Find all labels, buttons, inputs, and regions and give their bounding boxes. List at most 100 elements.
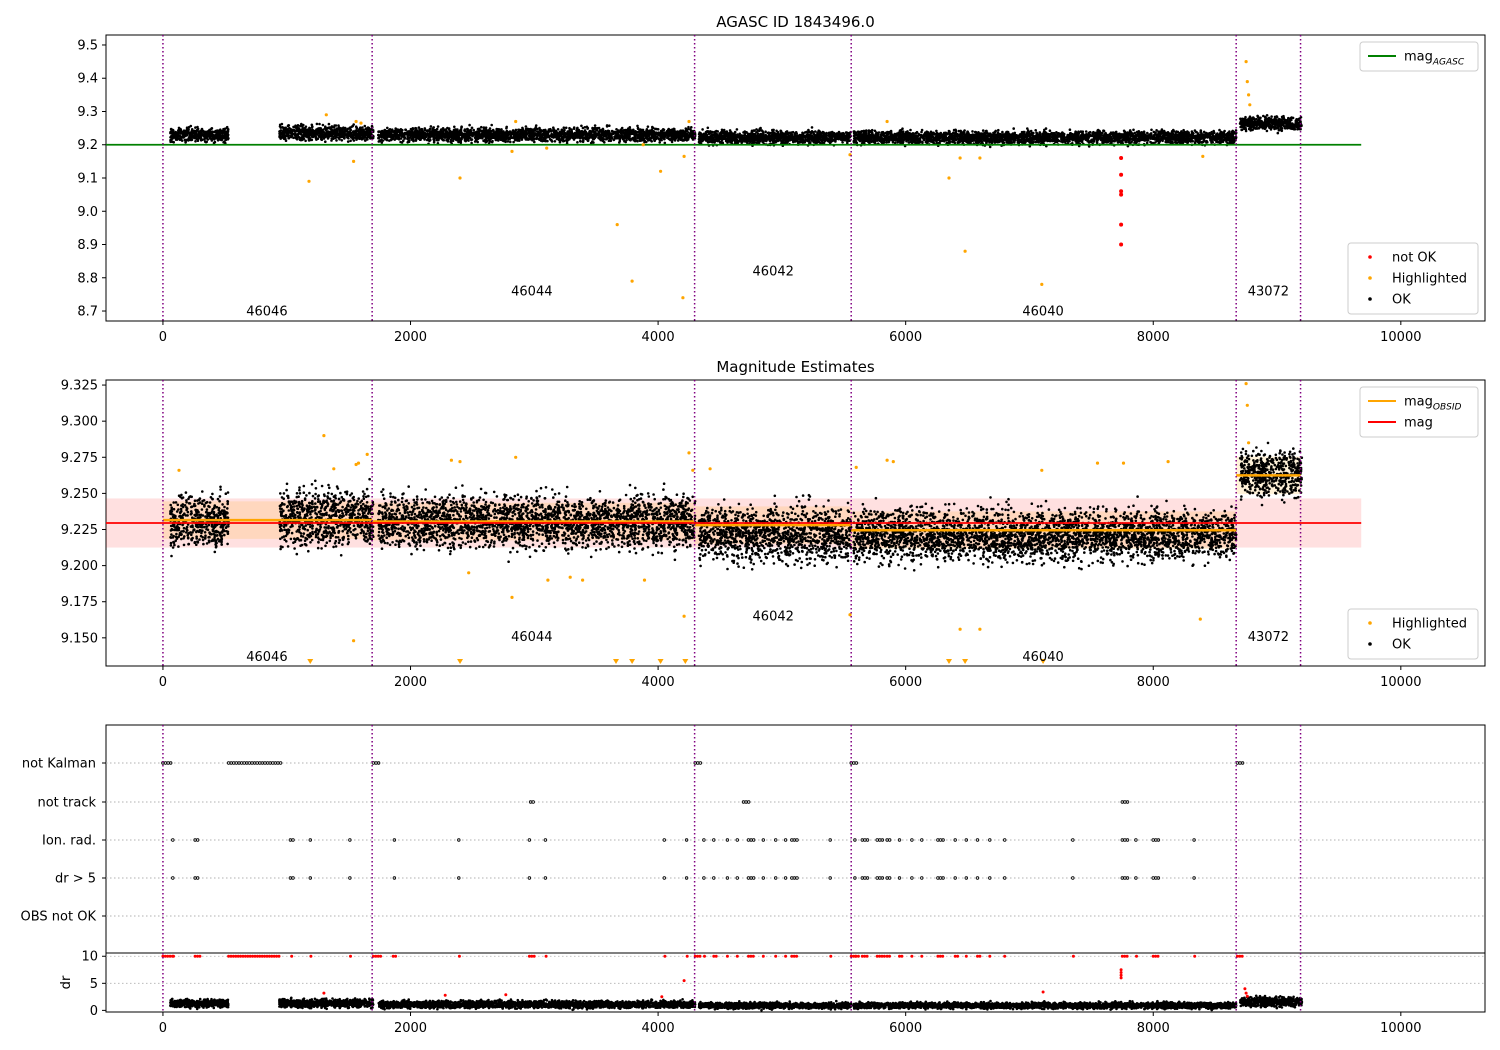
ok-point xyxy=(768,138,771,141)
ok-point xyxy=(170,128,173,131)
ok-point xyxy=(702,135,705,138)
ok-point xyxy=(490,124,493,127)
ok-point xyxy=(764,130,767,133)
ok-point xyxy=(457,140,460,143)
ok-point xyxy=(566,130,569,133)
ok-point xyxy=(303,127,306,130)
ok-point xyxy=(404,129,407,132)
ok-point xyxy=(797,135,800,138)
ok-point xyxy=(435,137,438,140)
ok-point xyxy=(597,131,600,134)
ok-point xyxy=(332,131,335,134)
ok-point xyxy=(345,130,348,133)
ok-point xyxy=(429,134,432,137)
ok-point xyxy=(313,133,316,136)
ok-point xyxy=(847,139,850,142)
ok-point xyxy=(636,140,639,143)
ok-point xyxy=(647,125,650,128)
ok-point xyxy=(424,133,427,136)
ok-point xyxy=(419,138,422,141)
ok-point xyxy=(226,130,229,133)
ok-point xyxy=(727,139,730,142)
ok-point xyxy=(223,134,226,137)
ok-point xyxy=(363,136,366,139)
ok-point xyxy=(690,129,693,132)
ok-point xyxy=(612,132,615,135)
ok-point xyxy=(625,130,628,133)
ok-point xyxy=(432,127,435,130)
ok-point xyxy=(831,135,834,138)
ok-point xyxy=(649,131,652,134)
ok-point xyxy=(728,135,731,138)
ok-point xyxy=(335,124,338,127)
ok-point xyxy=(430,125,433,128)
ok-point xyxy=(722,135,725,138)
ok-point xyxy=(810,131,813,134)
ok-point xyxy=(749,135,752,138)
ok-point xyxy=(525,125,528,128)
ok-point xyxy=(552,126,555,129)
ok-point xyxy=(541,138,544,141)
ok-point xyxy=(392,137,395,140)
ok-point xyxy=(354,134,357,137)
ok-point xyxy=(767,136,770,139)
ok-point xyxy=(503,140,506,143)
ok-point xyxy=(583,131,586,134)
ok-point xyxy=(751,140,754,143)
ok-point xyxy=(321,138,324,141)
ok-point xyxy=(359,127,362,130)
ok-point xyxy=(801,132,804,135)
ok-point xyxy=(608,139,611,142)
ok-point xyxy=(568,138,571,141)
ok-point xyxy=(393,131,396,134)
ok-point xyxy=(509,141,512,144)
ok-point xyxy=(211,127,214,130)
ok-point xyxy=(468,124,471,127)
ok-point xyxy=(362,129,365,132)
ok-point xyxy=(553,132,556,135)
ok-point xyxy=(447,133,450,136)
ok-point xyxy=(579,134,582,137)
ok-point xyxy=(184,140,187,143)
ok-point xyxy=(594,124,597,127)
ok-point xyxy=(823,135,826,138)
ok-point xyxy=(435,130,438,133)
ok-point xyxy=(772,129,775,132)
ok-point xyxy=(522,133,525,136)
ok-point xyxy=(348,127,351,130)
ok-point xyxy=(214,137,217,140)
ok-point xyxy=(514,133,517,136)
ok-point xyxy=(691,134,694,137)
ok-point xyxy=(448,137,451,140)
ok-point xyxy=(329,133,332,136)
ok-point xyxy=(544,131,547,134)
ok-point xyxy=(751,130,754,133)
ok-point xyxy=(594,127,597,130)
ok-point xyxy=(664,142,667,145)
x-tick-label: 6000 xyxy=(889,330,922,345)
ok-point xyxy=(608,134,611,137)
y-tick-label: 9.3 xyxy=(77,105,98,120)
ok-point xyxy=(471,135,474,138)
x-tick-label: 0 xyxy=(159,330,167,345)
ok-point xyxy=(350,135,353,138)
ok-point xyxy=(764,134,767,137)
ok-point xyxy=(830,140,833,143)
ok-point xyxy=(410,131,413,134)
ok-point xyxy=(433,139,436,142)
ok-point xyxy=(386,133,389,136)
ok-point xyxy=(698,138,701,141)
ok-point xyxy=(458,136,461,139)
ok-point xyxy=(672,132,675,135)
ok-point xyxy=(179,128,182,131)
ok-point xyxy=(741,135,744,138)
ok-point xyxy=(638,130,641,133)
ok-point xyxy=(200,139,203,142)
ok-point xyxy=(729,141,732,144)
ok-point xyxy=(757,132,760,135)
ok-point xyxy=(328,123,331,126)
ok-point xyxy=(765,140,768,143)
ok-point xyxy=(382,132,385,135)
ok-point xyxy=(806,134,809,137)
ok-point xyxy=(465,135,468,138)
